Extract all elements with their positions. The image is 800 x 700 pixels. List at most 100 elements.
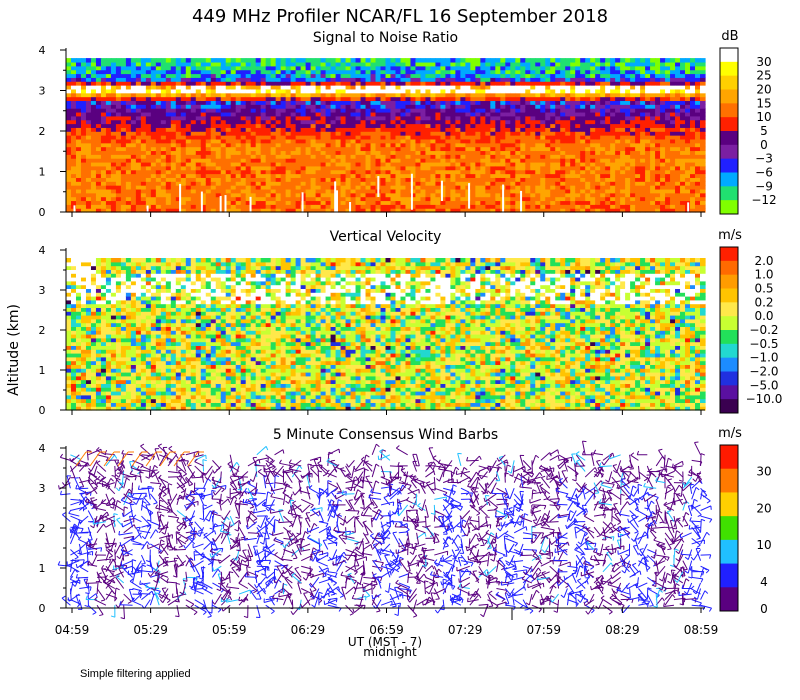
- snr-cell: [685, 154, 691, 159]
- snr-cell: [285, 177, 292, 182]
- snr-cell: [675, 77, 681, 82]
- snr-cell: [435, 154, 442, 159]
- snr-cell: [305, 169, 312, 175]
- snr-cell: [66, 108, 72, 113]
- snr-cell: [370, 73, 377, 78]
- snr-cell: [330, 104, 337, 109]
- snr-cell: [200, 192, 207, 198]
- snr-cell: [680, 158, 686, 163]
- snr-cell: [425, 138, 432, 144]
- snr-cell: [225, 177, 232, 182]
- snr-cell: [460, 65, 466, 71]
- snr-cell: [350, 131, 357, 136]
- snr-cell: [66, 88, 72, 94]
- snr-cell: [505, 104, 511, 109]
- snr-cell: [490, 73, 496, 78]
- snr-cell: [515, 138, 521, 144]
- snr-cell: [75, 138, 82, 144]
- snr-cell: [275, 92, 282, 98]
- snr-cell: [275, 108, 282, 113]
- snr-cell: [150, 169, 157, 175]
- snr-cell: [75, 158, 82, 163]
- snr-cell: [655, 135, 661, 140]
- snr-cell: [585, 119, 591, 125]
- snr-cell: [640, 154, 646, 159]
- snr-cell: [380, 154, 387, 159]
- snr-cell: [215, 146, 222, 152]
- snr-cell: [465, 161, 471, 167]
- snr-cell: [525, 154, 531, 159]
- snr-cell: [435, 81, 442, 86]
- snr-cell: [215, 61, 222, 67]
- snr-cell: [150, 85, 157, 90]
- snr-cell: [455, 169, 461, 175]
- snr-cell: [495, 131, 501, 136]
- snr-cell: [175, 158, 182, 163]
- snr-cell: [660, 92, 666, 98]
- snr-cell: [160, 108, 167, 113]
- snr-cell: [215, 188, 222, 194]
- snr-cell: [560, 88, 566, 94]
- snr-cell: [635, 188, 641, 194]
- snr-cell: [550, 177, 556, 182]
- snr-cell: [90, 81, 97, 86]
- snr-cell: [270, 200, 277, 205]
- snr-cell: [340, 188, 347, 194]
- snr-cell: [645, 127, 651, 132]
- snr-cell: [405, 135, 412, 140]
- snr-cell: [70, 146, 77, 152]
- snr-cell: [675, 150, 681, 155]
- snr-cell: [205, 181, 212, 186]
- snr-cell: [355, 146, 362, 152]
- snr-cell: [590, 108, 596, 113]
- snr-cell: [335, 177, 342, 182]
- snr-cell: [375, 200, 382, 205]
- snr-cell: [225, 142, 232, 148]
- snr-cell: [410, 111, 417, 117]
- snr-cell: [605, 81, 611, 86]
- snr-cell: [235, 146, 242, 152]
- snr-cell: [310, 104, 317, 109]
- snr-cell: [235, 65, 242, 71]
- snr-cell: [610, 138, 616, 144]
- snr-cell: [75, 177, 82, 182]
- snr-cell: [360, 108, 367, 113]
- snr-cell: [575, 100, 581, 105]
- snr-cell: [440, 173, 447, 178]
- snr-cell: [275, 185, 282, 190]
- snr-cell: [660, 185, 666, 190]
- snr-cell: [135, 108, 142, 113]
- snr-cell: [90, 65, 97, 71]
- snr-cell: [175, 196, 182, 202]
- snr-cell: [315, 146, 322, 152]
- snr-cell: [290, 204, 297, 209]
- snr-cell: [640, 77, 646, 82]
- snr-cell: [550, 196, 556, 202]
- snr-cell: [255, 196, 262, 202]
- snr-cell: [110, 65, 117, 71]
- snr-cell: [640, 123, 646, 128]
- snr-cell: [470, 58, 476, 63]
- snr-cell: [270, 108, 277, 113]
- snr-cell: [660, 104, 666, 109]
- snr-cell: [625, 77, 631, 82]
- snr-cell: [605, 142, 611, 148]
- snr-cell: [530, 150, 536, 155]
- snr-cell: [465, 88, 471, 94]
- snr-cell: [320, 65, 327, 71]
- snr-cell: [100, 115, 107, 121]
- snr-cell: [170, 111, 177, 117]
- snr-cell: [660, 96, 666, 102]
- snr-cell: [385, 204, 392, 209]
- snr-cell: [385, 65, 392, 71]
- snr-cell: [165, 161, 172, 167]
- snr-cell: [575, 131, 581, 136]
- snr-cell: [435, 61, 442, 67]
- snr-cell: [445, 200, 451, 205]
- snr-cell: [260, 104, 267, 109]
- snr-cell: [525, 196, 531, 202]
- snr-cell: [545, 77, 551, 82]
- snr-cell: [80, 161, 87, 167]
- snr-cell: [450, 173, 456, 178]
- snr-cell: [450, 108, 456, 113]
